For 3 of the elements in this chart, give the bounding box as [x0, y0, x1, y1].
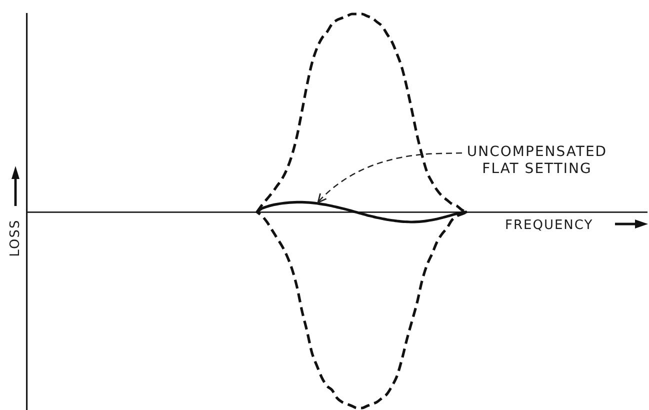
- y-axis-title: LOSS: [8, 219, 24, 257]
- x-axis-title: FREQUENCY: [505, 218, 594, 234]
- text: UNCOMPENSATED FLAT SETTING: [466, 144, 608, 178]
